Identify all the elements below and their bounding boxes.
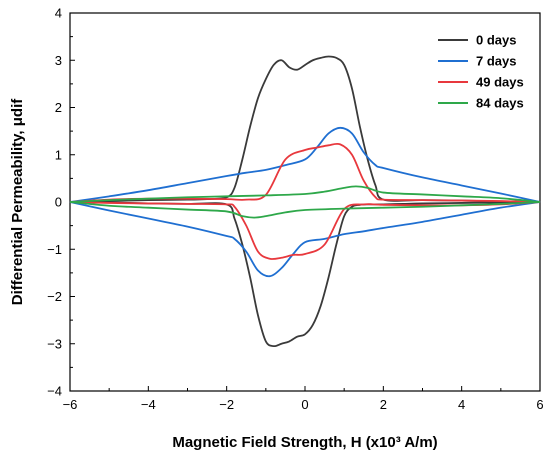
series-layer — [69, 55, 541, 348]
y-tick-label: −1 — [47, 242, 62, 257]
y-tick-label: 4 — [55, 6, 62, 21]
series-line-lower — [69, 201, 541, 260]
series-line-upper — [69, 55, 541, 203]
y-tick-label: −4 — [47, 384, 62, 399]
x-tick-label: 0 — [301, 397, 308, 412]
legend-label: 84 days — [476, 96, 524, 111]
series-84-days — [69, 185, 541, 219]
series-line-lower — [69, 201, 541, 219]
series-line-lower — [69, 201, 541, 348]
x-tick-label: 2 — [380, 397, 387, 412]
y-tick-label: 2 — [55, 100, 62, 115]
legend-label: 49 days — [476, 75, 524, 90]
series-line-upper — [69, 185, 541, 203]
y-tick-label: 1 — [55, 147, 62, 162]
y-tick-label: 3 — [55, 53, 62, 68]
series-7-days — [69, 126, 541, 278]
y-tick-label: 0 — [55, 195, 62, 210]
x-tick-label: 6 — [536, 397, 543, 412]
legend-label: 0 days — [476, 33, 516, 48]
y-axis-title: Differential Permeability, μdif — [9, 98, 26, 305]
x-tick-label: 4 — [458, 397, 465, 412]
x-tick-label: −2 — [219, 397, 234, 412]
x-tick-label: −4 — [141, 397, 156, 412]
series-line-upper — [69, 142, 541, 203]
y-tick-label: −3 — [47, 336, 62, 351]
y-axis-ticks: 4 3 2 1 0 −1 −2 −3 −4 — [47, 6, 75, 399]
x-axis-ticks: −6 −4 −2 0 2 4 6 — [63, 386, 544, 412]
y-tick-label: −2 — [47, 289, 62, 304]
x-axis-title: Magnetic Field Strength, H (x10³ A/m) — [172, 434, 437, 451]
legend-label: 7 days — [476, 54, 516, 69]
series-line-upper — [69, 126, 541, 203]
legend: 0 days 7 days 49 days 84 days — [438, 33, 524, 111]
series-49-days — [69, 142, 541, 260]
x-tick-label: −6 — [63, 397, 78, 412]
series-line-lower — [69, 201, 541, 278]
